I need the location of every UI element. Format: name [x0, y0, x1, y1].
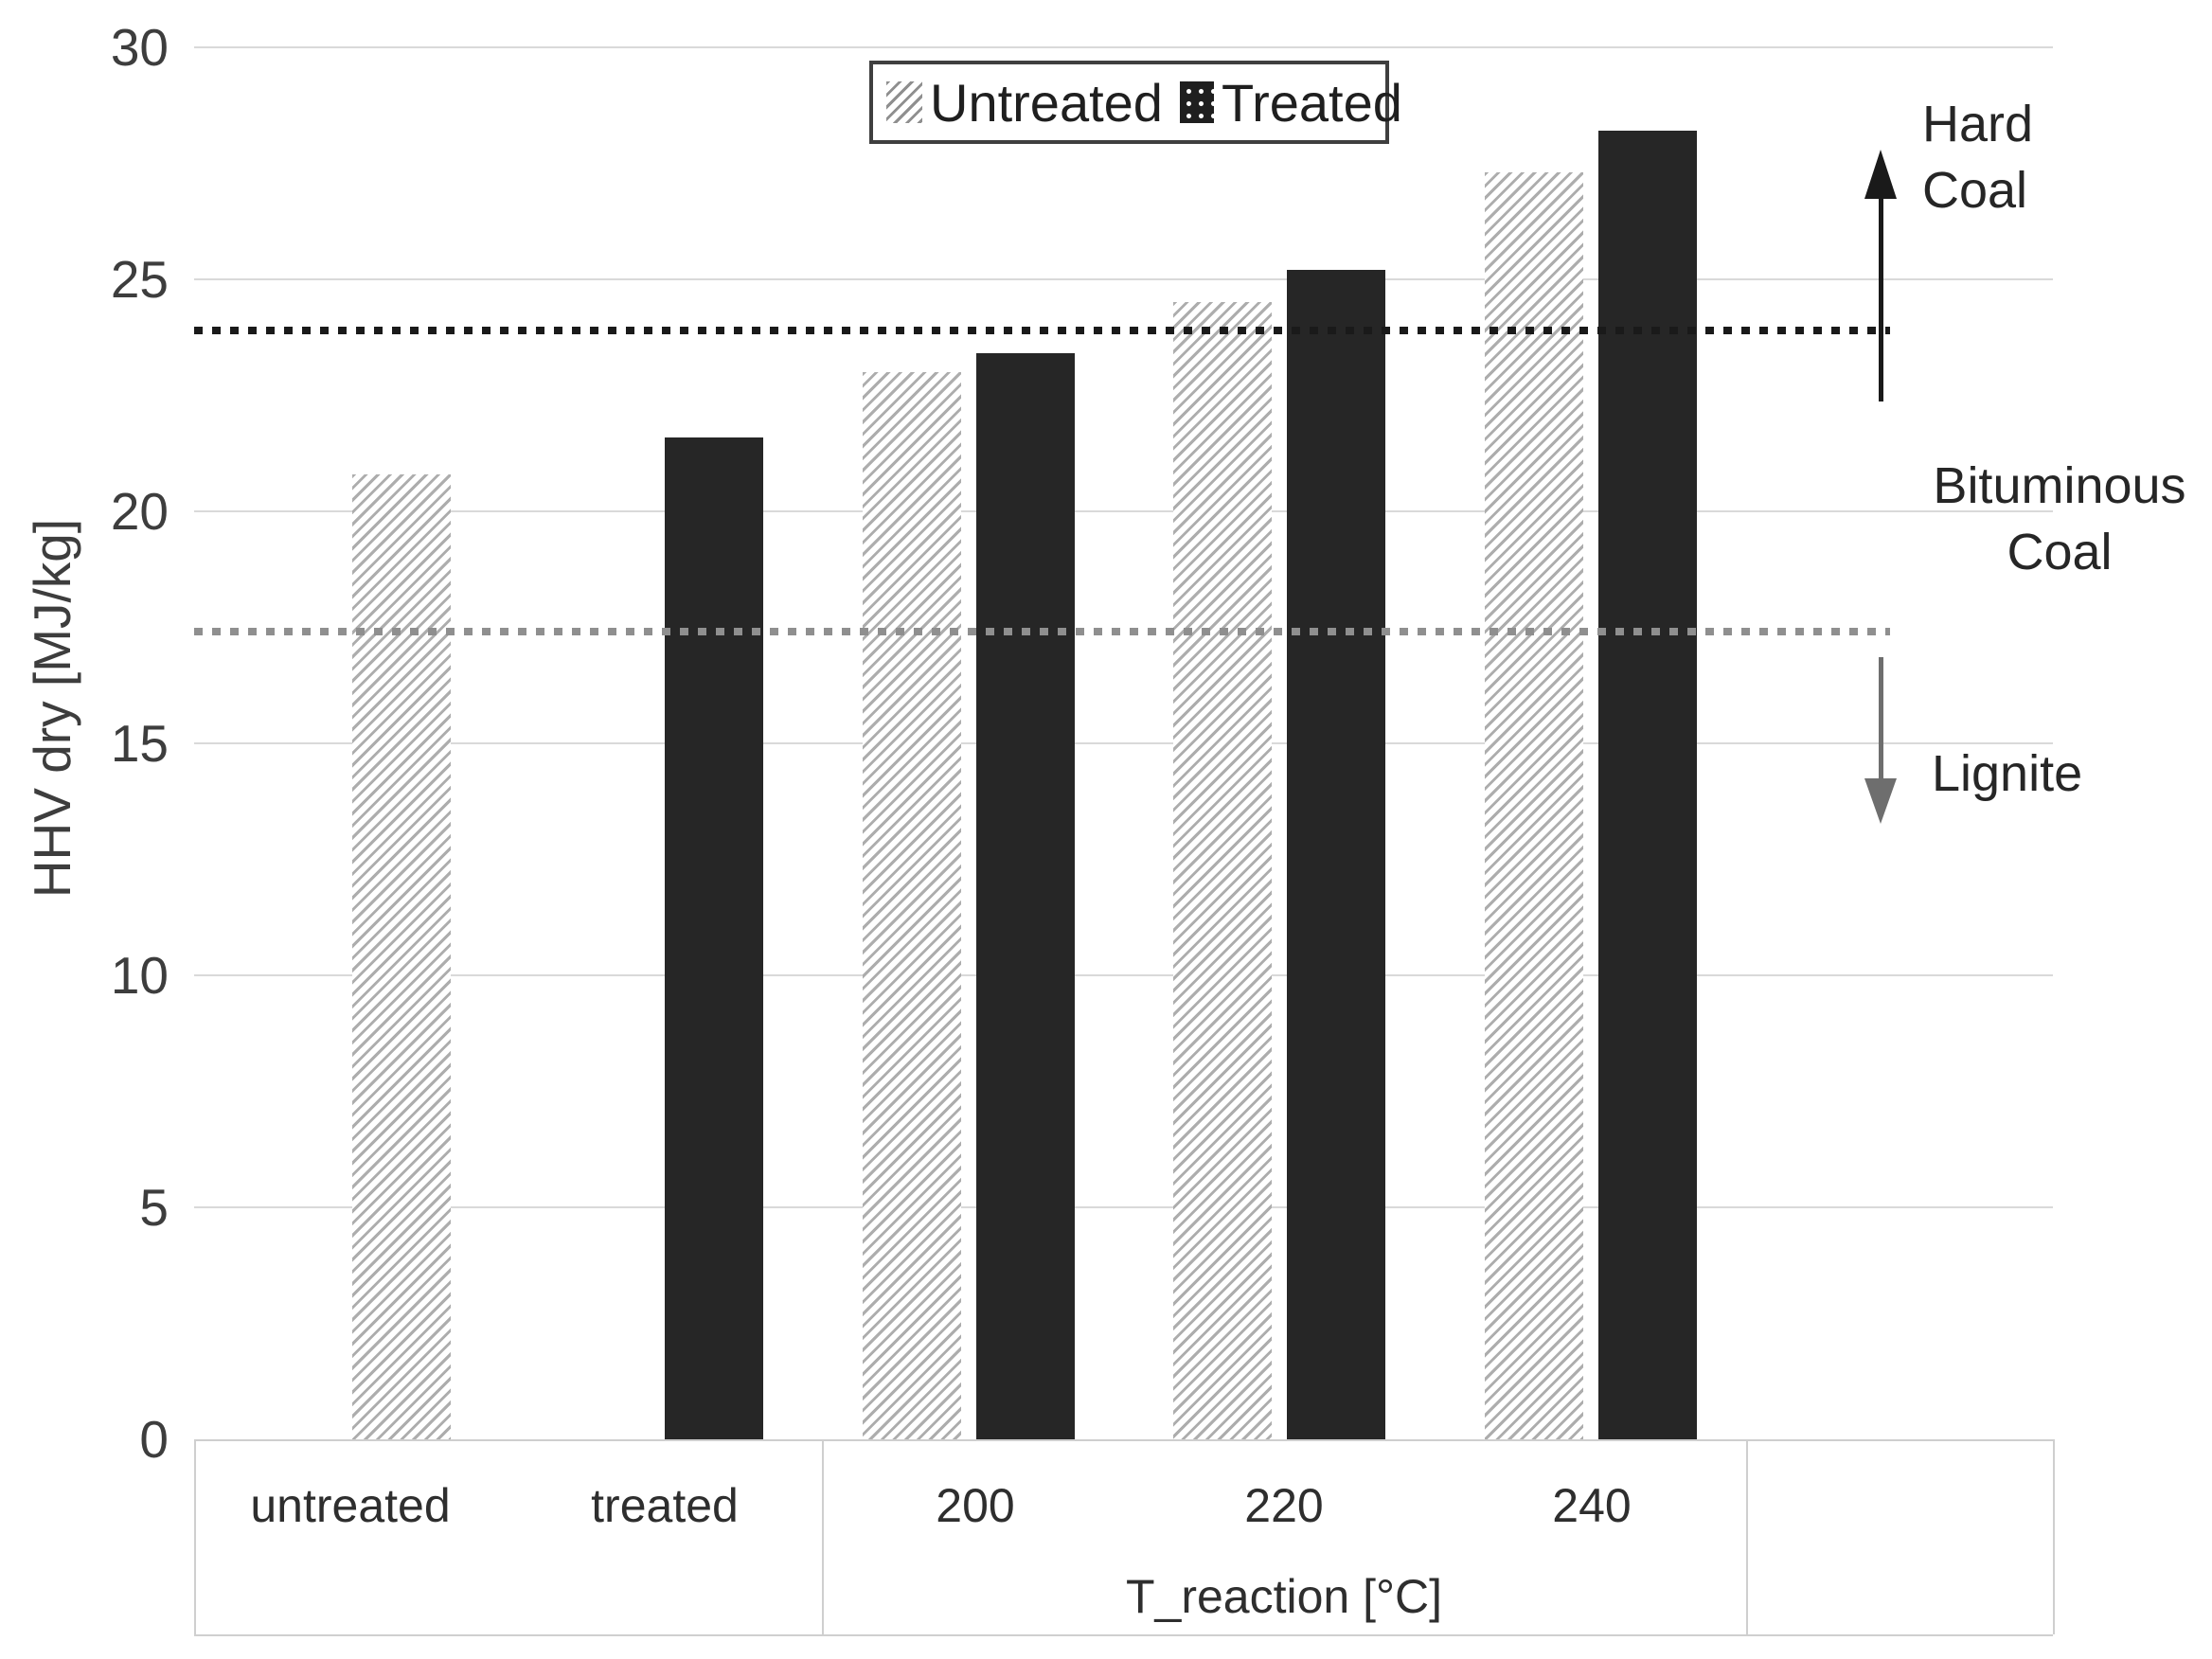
annotation-hard-coal: Hard Coal	[1922, 91, 2197, 223]
y-gridline	[194, 1206, 2053, 1208]
bar-treated-treated	[665, 437, 763, 1439]
x-category-label-240: 240	[1552, 1479, 1632, 1532]
y-tick-label: 5	[139, 1178, 169, 1237]
band-divider-3	[2053, 1439, 2055, 1634]
bar-200-untreated	[863, 372, 961, 1439]
y-gridline	[194, 278, 2053, 280]
x-category-label-untreated: untreated	[250, 1479, 451, 1532]
band-divider-2	[1746, 1439, 1748, 1634]
annotation-hard-coal-line1: Hard	[1922, 96, 2034, 152]
band-divider-1	[822, 1439, 824, 1634]
legend-swatch-untreated-hatch-icon	[886, 81, 922, 123]
legend-label-untreated: Untreated	[930, 72, 1163, 133]
y-gridline	[194, 510, 2053, 512]
annotation-lignite: Lignite	[1932, 740, 2159, 807]
x-category-label-treated: treated	[591, 1479, 739, 1532]
x-category-label-200: 200	[936, 1479, 1015, 1532]
down-arrow-line	[1879, 657, 1883, 782]
annotation-bituminous-line1: Bituminous	[1933, 457, 2186, 514]
up-arrow-icon	[1864, 150, 1897, 199]
y-axis-title: HHV dry [MJ/kg]	[23, 518, 81, 899]
y-tick-label: 15	[110, 714, 169, 773]
y-tick-label: 0	[139, 1410, 169, 1469]
x-axis-group-title: T_reaction [°C]	[1125, 1570, 1442, 1623]
band-bottom-border	[194, 1634, 2053, 1636]
annotation-bituminous-coal: Bituminous Coal	[1907, 453, 2212, 585]
up-arrow-line	[1879, 195, 1883, 401]
bar-200-treated	[976, 353, 1075, 1439]
y-tick-label: 30	[110, 18, 169, 77]
annotation-bituminous-line2: Coal	[2007, 524, 2113, 580]
annotation-lignite-line1: Lignite	[1932, 745, 2083, 802]
y-tick-label: 20	[110, 482, 169, 541]
y-gridline	[194, 974, 2053, 976]
y-gridline	[194, 742, 2053, 744]
bar-240-treated	[1598, 131, 1697, 1439]
bar-240-untreated	[1485, 172, 1583, 1439]
legend-swatch-treated-icon	[1179, 81, 1214, 123]
x-axis-baseline	[194, 1439, 2053, 1441]
y-tick-label: 25	[110, 250, 169, 309]
bar-untreated-untreated	[352, 474, 451, 1439]
annotation-hard-coal-line2: Coal	[1922, 162, 2028, 219]
legend-label-treated: Treated	[1221, 72, 1402, 133]
y-tick-label: 10	[110, 946, 169, 1005]
bar-220-treated	[1287, 270, 1385, 1439]
down-arrow-icon	[1864, 778, 1897, 824]
reference-line-lignite-threshold	[194, 628, 1890, 635]
bar-220-untreated	[1173, 302, 1272, 1439]
legend: Untreated Treated	[869, 61, 1402, 144]
band-divider-0	[194, 1439, 196, 1634]
reference-line-hard-coal-threshold	[194, 327, 1890, 334]
y-gridline	[194, 46, 2053, 48]
x-category-label-220: 220	[1244, 1479, 1324, 1532]
